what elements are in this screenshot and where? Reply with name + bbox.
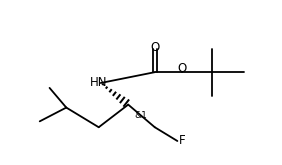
Text: O: O <box>178 62 187 75</box>
Text: O: O <box>150 41 159 54</box>
Text: &1: &1 <box>134 111 147 119</box>
Text: HN: HN <box>90 76 107 88</box>
Text: F: F <box>179 134 186 148</box>
